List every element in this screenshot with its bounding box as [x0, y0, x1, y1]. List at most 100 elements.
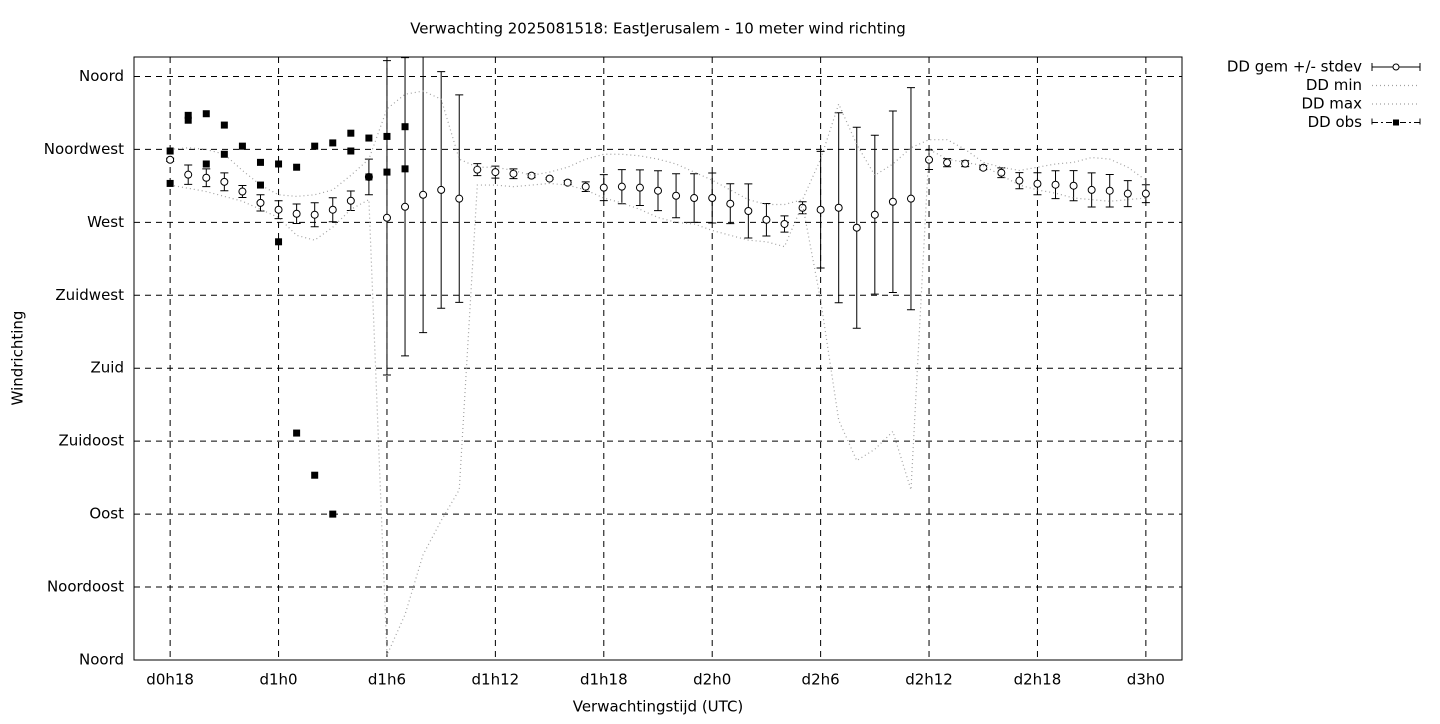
mean-point [419, 190, 428, 199]
y-tick-label: Zuidwest [55, 286, 124, 304]
legend-label: DD gem +/- stdev [1227, 58, 1362, 76]
obs-point [293, 163, 301, 171]
mean-point [906, 194, 915, 203]
plot-area [166, 57, 1150, 656]
y-tick-label: Oost [89, 505, 124, 523]
mean-point [256, 198, 265, 207]
obs-point [184, 116, 192, 124]
mean-point [473, 165, 482, 174]
obs-point [383, 168, 391, 176]
y-tick-label: West [87, 213, 124, 231]
obs-point [347, 147, 355, 155]
mean-point [166, 155, 175, 164]
legend-label: DD max [1301, 95, 1362, 113]
y-tick-label: Zuidoost [58, 432, 124, 450]
obs-point [311, 142, 319, 150]
y-axis-label: Windrichting [9, 311, 27, 406]
obs-point [401, 165, 409, 173]
mean-point [1015, 176, 1024, 185]
mean-point [238, 187, 247, 196]
mean-point [635, 183, 644, 192]
mean-point [726, 199, 735, 208]
legend-label: DD obs [1308, 113, 1363, 131]
mean-point [961, 159, 970, 168]
legend-marker [1393, 119, 1399, 126]
obs-point [238, 142, 246, 150]
obs-point [401, 123, 409, 131]
x-tick-label: d3h0 [1127, 671, 1165, 689]
mean-point [310, 210, 319, 219]
obs-point [365, 134, 373, 142]
obs-point [329, 139, 337, 147]
mean-point [1105, 186, 1114, 195]
obs-point [202, 110, 210, 118]
mean-point [292, 209, 301, 218]
mean-point [184, 170, 193, 179]
mean-point [1051, 180, 1060, 189]
obs-point [256, 181, 264, 189]
mean-point [401, 202, 410, 211]
x-axis-label: Verwachtingstijd (UTC) [573, 698, 744, 716]
mean-point [1123, 189, 1132, 198]
obs-point [220, 150, 228, 158]
x-tick-label: d2h12 [905, 671, 953, 689]
chart-title: Verwachting 2025081518: EastJerusalem - … [410, 20, 906, 38]
mean-point [780, 219, 789, 228]
mean-point [617, 182, 626, 191]
mean-point [382, 213, 391, 222]
mean-point [599, 183, 608, 192]
obs-point [202, 160, 210, 168]
obs-point [184, 111, 192, 119]
x-tick-label: d2h0 [693, 671, 731, 689]
plot-frame [133, 56, 1183, 661]
mean-point [870, 210, 879, 219]
mean-point [1069, 181, 1078, 190]
mean-point [1087, 185, 1096, 194]
y-tick-label: Noord [79, 67, 124, 85]
mean-point [346, 196, 355, 205]
mean-point [997, 168, 1006, 177]
mean-point [943, 158, 952, 167]
obs-point [166, 179, 174, 187]
mean-point [491, 168, 500, 177]
range-line [170, 148, 1146, 656]
mean-point [744, 206, 753, 215]
x-tick-label: d0h18 [146, 671, 194, 689]
y-tick-label: Zuid [91, 359, 124, 377]
x-tick-label: d2h6 [802, 671, 840, 689]
mean-point [654, 186, 662, 195]
mean-point [328, 205, 337, 214]
x-tick-label: d1h12 [472, 671, 520, 689]
mean-point [798, 203, 807, 212]
mean-point [455, 194, 464, 203]
x-tick-label: d1h0 [259, 671, 297, 689]
obs-point [311, 471, 319, 479]
obs-point [293, 429, 301, 437]
obs-point [347, 129, 355, 137]
mean-point [437, 185, 446, 194]
mean-point [816, 205, 825, 214]
mean-point [220, 177, 229, 186]
mean-point [852, 223, 861, 232]
mean-point [888, 197, 897, 206]
x-tick-label: d2h18 [1014, 671, 1062, 689]
y-tick-label: Noordoost [47, 578, 124, 596]
obs-point [220, 121, 228, 129]
mean-point [762, 215, 771, 224]
mean-point [672, 191, 681, 200]
obs-point [275, 160, 283, 168]
obs-point [383, 132, 391, 140]
mean-point [1141, 189, 1150, 198]
mean-point [834, 203, 843, 212]
y-tick-label: Noordwest [44, 140, 124, 158]
mean-point [581, 182, 590, 191]
mean-point [563, 178, 572, 187]
obs-point [275, 238, 283, 246]
obs-point [256, 158, 264, 166]
range-line [170, 90, 1147, 206]
mean-point [202, 173, 211, 182]
obs-point [329, 510, 337, 518]
x-tick-label: d1h18 [580, 671, 628, 689]
x-tick-label: d1h6 [368, 671, 406, 689]
